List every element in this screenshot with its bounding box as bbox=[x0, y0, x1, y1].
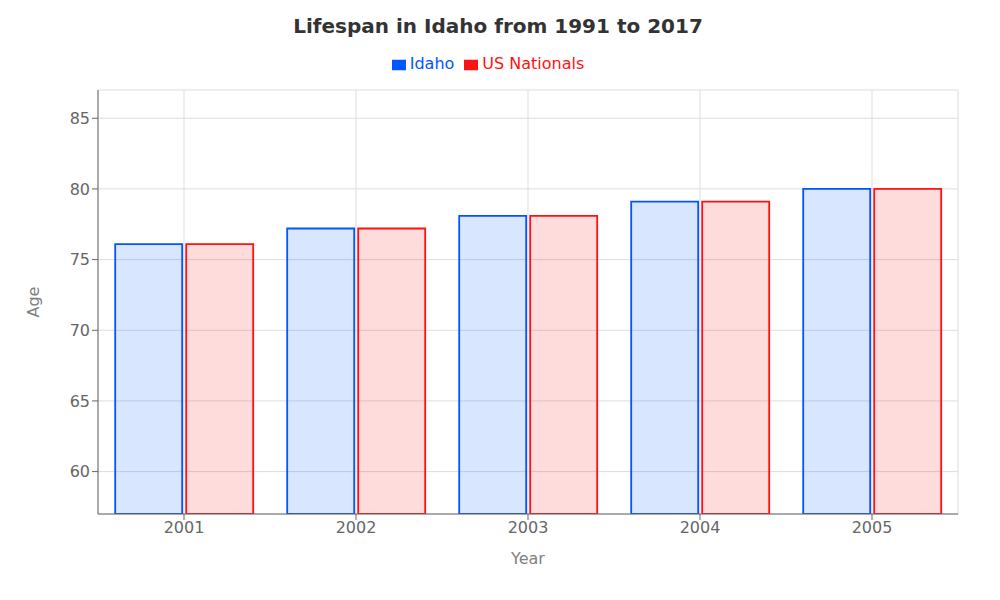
svg-text:85: 85 bbox=[70, 109, 90, 128]
svg-text:80: 80 bbox=[70, 180, 90, 199]
svg-text:60: 60 bbox=[70, 462, 90, 481]
svg-text:2002: 2002 bbox=[336, 518, 377, 537]
svg-text:2003: 2003 bbox=[508, 518, 549, 537]
svg-text:Age: Age bbox=[24, 287, 43, 318]
svg-text:2005: 2005 bbox=[852, 518, 893, 537]
svg-text:75: 75 bbox=[70, 250, 90, 269]
svg-text:2004: 2004 bbox=[680, 518, 721, 537]
html-text:Lifespan in Idaho from 1991 to: Lifespan in Idaho from 1991 to 2017 bbox=[293, 14, 703, 38]
html-text:US Nationals: US Nationals bbox=[482, 54, 585, 73]
svg-text:Year: Year bbox=[510, 549, 545, 568]
svg-text:2001: 2001 bbox=[164, 518, 205, 537]
html-text:Idaho: Idaho bbox=[409, 54, 455, 73]
svg-text:65: 65 bbox=[70, 392, 90, 411]
svg-text:70: 70 bbox=[70, 321, 90, 340]
